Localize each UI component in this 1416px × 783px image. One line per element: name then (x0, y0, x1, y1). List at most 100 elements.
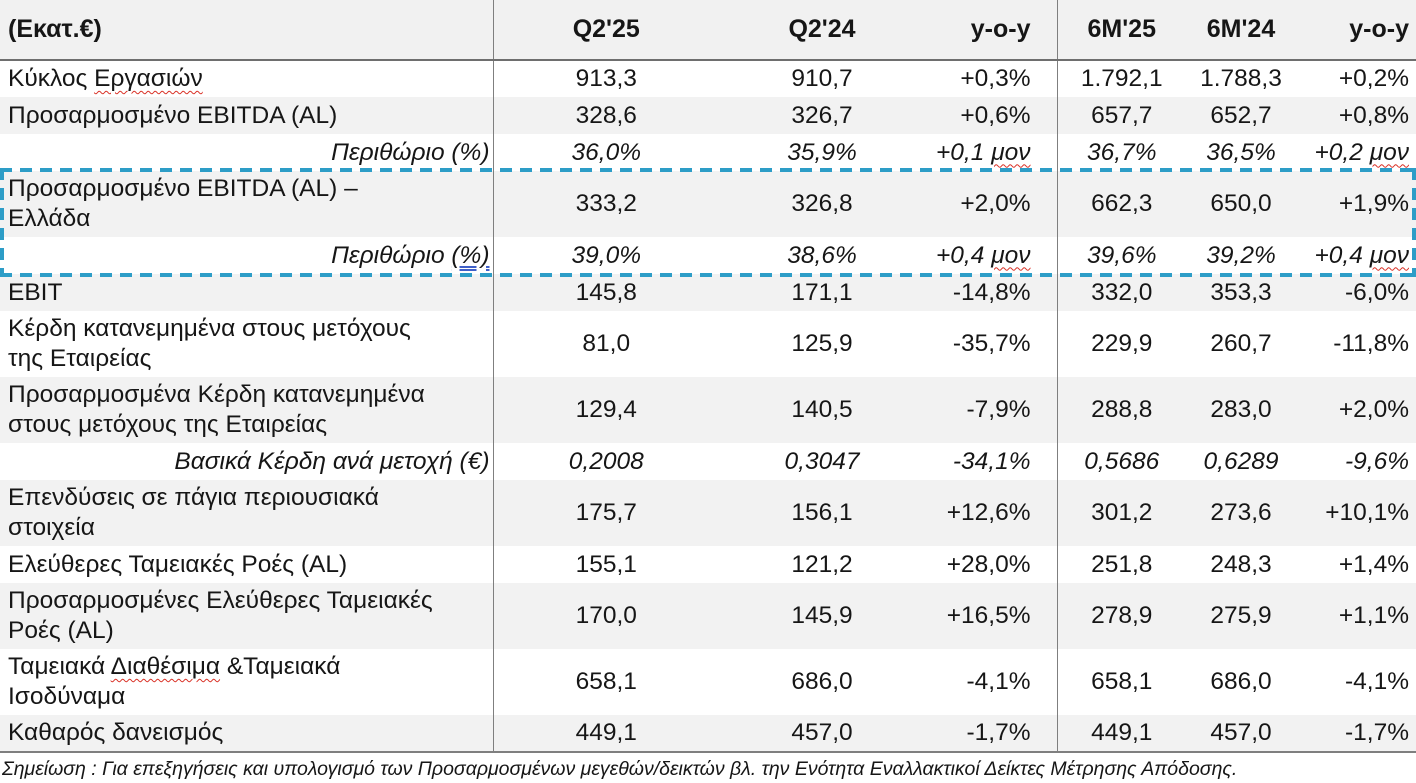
cell-value: 328,6 (493, 97, 718, 134)
cell-value: 140,5 (718, 377, 925, 443)
cell-value: 39,0% (493, 237, 718, 274)
table-row: Προσαρμοσμένο EBITDA (AL)328,6326,7+0,6%… (0, 97, 1416, 134)
cell-value: 657,7 (1057, 97, 1185, 134)
table-row: Κύκλος Εργασιών913,3910,7+0,3%1.792,11.7… (0, 60, 1416, 97)
cell-value: +0,1 μον (925, 134, 1057, 171)
table-row: Ελεύθερες Ταμειακές Ροές (AL)155,1121,2+… (0, 546, 1416, 583)
cell-value: 449,1 (493, 715, 718, 752)
cell-value: 36,7% (1057, 134, 1185, 171)
row-label: Ελεύθερες Ταμειακές Ροές (AL) (0, 546, 493, 583)
cell-value: +16,5% (925, 583, 1057, 649)
cell-value: 658,1 (493, 649, 718, 715)
row-label: Καθαρός δανεισμός (0, 715, 493, 752)
cell-value: 0,6289 (1185, 443, 1296, 480)
row-label: Κέρδη κατανεμημένα στους μετόχουςτης Ετα… (0, 311, 493, 377)
cell-value: +0,8% (1296, 97, 1416, 134)
cell-value: -1,7% (925, 715, 1057, 752)
row-label: Επενδύσεις σε πάγια περιουσιακάστοιχεία (0, 480, 493, 546)
cell-value: 36,0% (493, 134, 718, 171)
cell-value: 121,2 (718, 546, 925, 583)
cell-value: +1,1% (1296, 583, 1416, 649)
cell-value: 288,8 (1057, 377, 1185, 443)
cell-value: 301,2 (1057, 480, 1185, 546)
cell-value: 145,8 (493, 274, 718, 311)
row-label: Προσαρμοσμένο EBITDA (AL) (0, 97, 493, 134)
cell-value: -14,8% (925, 274, 1057, 311)
cell-value: 0,3047 (718, 443, 925, 480)
spellcheck-underline: μον (1370, 139, 1409, 166)
cell-value: 650,0 (1185, 171, 1296, 237)
cell-value: 36,5% (1185, 134, 1296, 171)
grammar-underline: (%) (451, 242, 489, 269)
cell-value: 686,0 (718, 649, 925, 715)
spellcheck-underline: μον (1370, 242, 1409, 269)
cell-value: 662,3 (1057, 171, 1185, 237)
footnote-text: Σημείωση : Για επεξηγήσεις και υπολογισμ… (0, 753, 1416, 783)
cell-value: 332,0 (1057, 274, 1185, 311)
cell-value: 652,7 (1185, 97, 1296, 134)
cell-value: 1.792,1 (1057, 60, 1185, 97)
cell-value: +0,2 μον (1296, 134, 1416, 171)
spellcheck-underline: μον (991, 139, 1030, 166)
column-header-yoy-q: y-o-y (925, 0, 1057, 60)
cell-value: +2,0% (1296, 377, 1416, 443)
cell-value: 0,2008 (493, 443, 718, 480)
table-row: Προσαρμοσμένα Κέρδη κατανεμημέναστους με… (0, 377, 1416, 443)
cell-value: +0,4 μον (925, 237, 1057, 274)
cell-value: 910,7 (718, 60, 925, 97)
cell-value: +0,4 μον (1296, 237, 1416, 274)
cell-value: +12,6% (925, 480, 1057, 546)
cell-value: 1.788,3 (1185, 60, 1296, 97)
cell-value: +10,1% (1296, 480, 1416, 546)
header-row: (Εκατ.€) Q2'25 Q2'24 y-o-y 6M'25 6M'24 y… (0, 0, 1416, 60)
cell-value: -7,9% (925, 377, 1057, 443)
cell-value: 283,0 (1185, 377, 1296, 443)
cell-value: -4,1% (1296, 649, 1416, 715)
cell-value: 273,6 (1185, 480, 1296, 546)
cell-value: 175,7 (493, 480, 718, 546)
cell-value: -34,1% (925, 443, 1057, 480)
cell-value: 457,0 (1185, 715, 1296, 752)
table-row: Κέρδη κατανεμημένα στους μετόχουςτης Ετα… (0, 311, 1416, 377)
cell-value: 658,1 (1057, 649, 1185, 715)
cell-value: 229,9 (1057, 311, 1185, 377)
cell-value: +1,9% (1296, 171, 1416, 237)
cell-value: -9,6% (1296, 443, 1416, 480)
table-row: Βασικά Κέρδη ανά μετοχή (€)0,20080,3047-… (0, 443, 1416, 480)
table-row: Καθαρός δανεισμός449,1457,0-1,7%449,1457… (0, 715, 1416, 752)
cell-value: 251,8 (1057, 546, 1185, 583)
row-label: Βασικά Κέρδη ανά μετοχή (€) (0, 443, 493, 480)
table-row: Περιθώριο (%)39,0%38,6%+0,4 μον39,6%39,2… (0, 237, 1416, 274)
cell-value: +0,2% (1296, 60, 1416, 97)
cell-value: -6,0% (1296, 274, 1416, 311)
cell-value: 260,7 (1185, 311, 1296, 377)
spellcheck-underline: Διαθέσιμα (111, 653, 220, 680)
cell-value: -35,7% (925, 311, 1057, 377)
cell-value: 156,1 (718, 480, 925, 546)
table-row: EBIT145,8171,1-14,8%332,0353,3-6,0% (0, 274, 1416, 311)
cell-value: 913,3 (493, 60, 718, 97)
spellcheck-underline: μον (991, 242, 1030, 269)
cell-value: 248,3 (1185, 546, 1296, 583)
cell-value: 171,1 (718, 274, 925, 311)
cell-value: +2,0% (925, 171, 1057, 237)
row-label: Προσαρμοσμένο EBITDA (AL) –Ελλάδα (0, 171, 493, 237)
table-row: Προσαρμοσμένο EBITDA (AL) –Ελλάδα333,232… (0, 171, 1416, 237)
cell-value: -4,1% (925, 649, 1057, 715)
row-label: Περιθώριο (%) (0, 237, 493, 274)
cell-value: -1,7% (1296, 715, 1416, 752)
row-label: Ταμειακά Διαθέσιμα &ΤαμειακάΙσοδύναμα (0, 649, 493, 715)
table-wrap: (Εκατ.€) Q2'25 Q2'24 y-o-y 6M'25 6M'24 y… (0, 0, 1416, 783)
cell-value: 170,0 (493, 583, 718, 649)
cell-value: 686,0 (1185, 649, 1296, 715)
financial-table: (Εκατ.€) Q2'25 Q2'24 y-o-y 6M'25 6M'24 y… (0, 0, 1416, 753)
column-header-q2-24: Q2'24 (718, 0, 925, 60)
cell-value: 0,5686 (1057, 443, 1185, 480)
column-header-yoy-6m: y-o-y (1296, 0, 1416, 60)
row-label: EBIT (0, 274, 493, 311)
column-header-q2-25: Q2'25 (493, 0, 718, 60)
column-header-6m-24: 6M'24 (1185, 0, 1296, 60)
cell-value: 125,9 (718, 311, 925, 377)
cell-value: 39,2% (1185, 237, 1296, 274)
cell-value: 38,6% (718, 237, 925, 274)
